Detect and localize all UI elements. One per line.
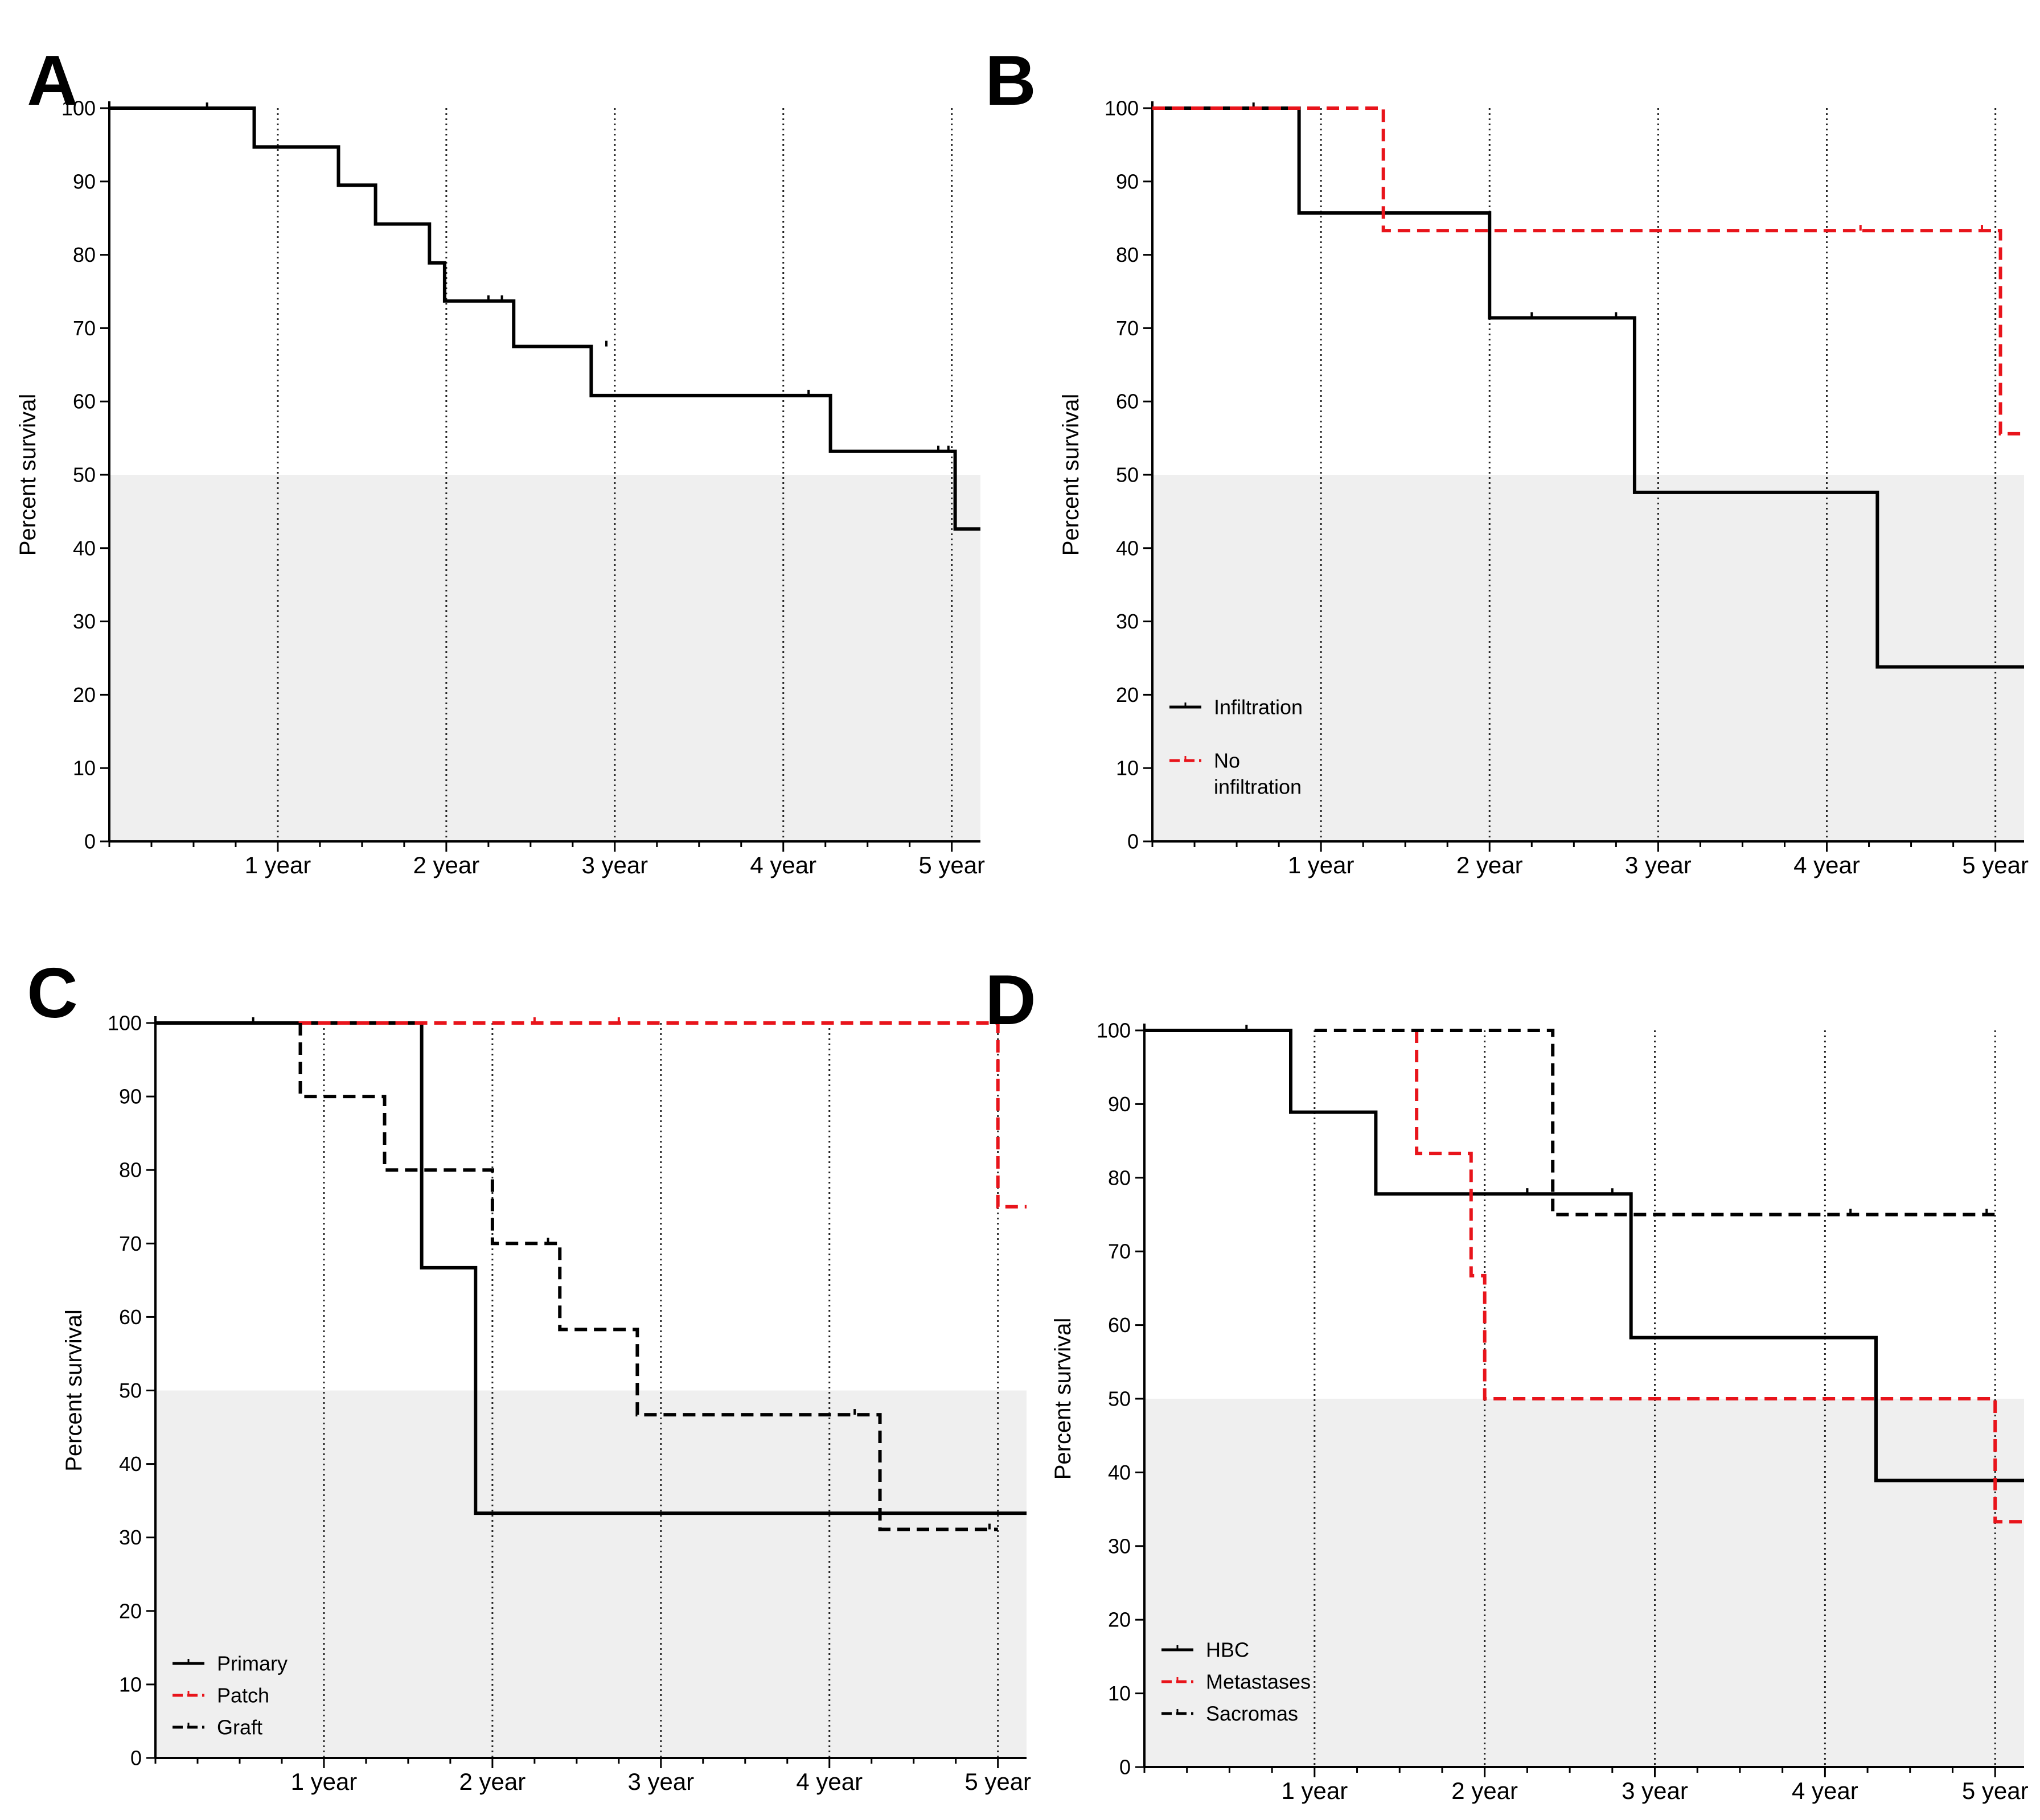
x-tick-label: 2 year <box>1451 1777 1518 1804</box>
y-tick-label: 90 <box>1116 170 1139 193</box>
y-tick-label: 60 <box>1108 1313 1131 1337</box>
y-tick-label: 10 <box>1108 1682 1131 1705</box>
y-tick-label: 20 <box>119 1599 142 1622</box>
x-tick-label: 3 year <box>627 1768 694 1795</box>
y-tick-label: 40 <box>1108 1461 1131 1484</box>
x-tick-label: 1 year <box>291 1768 358 1795</box>
x-tick-label: 1 year <box>1288 852 1354 878</box>
y-tick-label: 80 <box>1116 243 1139 266</box>
y-tick-label: 100 <box>108 1012 142 1035</box>
x-tick-label: 4 year <box>1793 852 1860 878</box>
y-tick-label: 70 <box>1108 1240 1131 1263</box>
panel-b: B 0 10 20 30 40 50 60 70 80 90 100 1 year 2 year 3 yea… <box>985 42 2029 878</box>
y-tick-label: 80 <box>1108 1166 1131 1189</box>
series-line-overall <box>109 106 980 531</box>
y-tick-label: 100 <box>1105 97 1139 120</box>
y-tick-label: 50 <box>73 463 96 487</box>
series-line-graft <box>298 1023 998 1531</box>
x-tick-label: 2 year <box>413 852 480 878</box>
y-tick-label: 60 <box>73 390 96 413</box>
x-tick-label: 2 year <box>459 1768 526 1795</box>
legend-label: Primary <box>217 1652 288 1675</box>
legend-label: Infiltration <box>1214 696 1303 719</box>
y-tick-label: 40 <box>1116 536 1139 560</box>
y-tick-label: 40 <box>73 536 96 560</box>
y-tick-label: 70 <box>1116 317 1139 340</box>
x-tick-label: 5 year <box>1962 852 2029 878</box>
panel-letter: C <box>27 954 78 1033</box>
y-tick-label: 40 <box>119 1452 142 1476</box>
panel-d: D 0 10 20 30 40 50 60 70 80 90 100 1 year 2 year 3 yea… <box>985 961 2028 1804</box>
y-tick-label: 30 <box>1108 1534 1131 1558</box>
x-tick-label: 5 year <box>964 1768 1031 1795</box>
y-tick-label: 50 <box>119 1379 142 1402</box>
y-tick-label: 80 <box>73 243 96 266</box>
legend-label: Sacromas <box>1206 1702 1298 1725</box>
y-tick-label: 70 <box>73 317 96 340</box>
y-axis-title: Percent survival <box>61 1309 87 1472</box>
y-tick-label: 0 <box>84 830 96 853</box>
y-tick-label: 80 <box>119 1158 142 1182</box>
y-tick-label: 30 <box>119 1526 142 1549</box>
y-tick-label: 0 <box>1127 830 1139 853</box>
series-line-patch <box>298 1021 1027 1209</box>
series-line-sacromas <box>1314 1029 1996 1217</box>
x-tick-label: 2 year <box>1456 852 1523 878</box>
legend-label: Graft <box>217 1716 262 1739</box>
y-tick-label: 100 <box>1097 1019 1131 1042</box>
legend: Primary Patch Graft <box>173 1652 288 1739</box>
x-tick-label: 3 year <box>581 852 648 878</box>
panel-letter: D <box>985 961 1036 1040</box>
legend-label: Metastases <box>1206 1670 1311 1694</box>
panel-letter: A <box>27 42 78 120</box>
series-line-infiltration <box>1152 106 2024 669</box>
y-tick-label: 10 <box>1116 757 1139 780</box>
legend-label: infiltration <box>1214 775 1302 799</box>
legend-label: HBC <box>1206 1638 1249 1662</box>
y-tick-label: 20 <box>1108 1608 1131 1632</box>
y-tick-label: 0 <box>130 1747 142 1770</box>
x-tick-label: 4 year <box>750 852 816 878</box>
y-tick-label: 0 <box>1119 1756 1131 1779</box>
x-tick-label: 4 year <box>796 1768 863 1795</box>
panel-letter: B <box>985 42 1036 120</box>
x-tick-label: 5 year <box>1962 1777 2029 1804</box>
y-axis-title: Percent survival <box>1050 1318 1076 1480</box>
x-tick-label: 4 year <box>1792 1777 1858 1804</box>
y-tick-label: 30 <box>73 610 96 633</box>
median-shade-region <box>109 475 980 841</box>
y-tick-label: 60 <box>1116 390 1139 413</box>
panel-a: A 0 10 20 30 40 50 60 70 80 90 100 1 year 2 year 3 yea… <box>15 42 985 878</box>
y-tick-label: 90 <box>119 1085 142 1108</box>
panel-c: C 0 10 20 30 40 50 60 70 80 90 100 1 year 2 year 3 yea… <box>27 954 1031 1795</box>
y-axis-title: Percent survival <box>1058 394 1083 556</box>
legend: HBC Metastases Sacromas <box>1161 1638 1311 1725</box>
y-tick-label: 10 <box>73 757 96 780</box>
y-tick-label: 60 <box>119 1305 142 1329</box>
x-tick-label: 3 year <box>1625 852 1692 878</box>
y-axis-title: Percent survival <box>15 394 40 556</box>
y-tick-label: 100 <box>61 97 96 120</box>
y-tick-label: 20 <box>73 683 96 706</box>
y-tick-label: 90 <box>1108 1092 1131 1116</box>
series-line-hbc <box>1144 1029 2024 1482</box>
series-line-metastases <box>1415 1030 2024 1524</box>
y-tick-label: 50 <box>1108 1387 1131 1411</box>
legend-label: No <box>1214 749 1240 773</box>
legend-label: Patch <box>217 1684 269 1707</box>
y-tick-label: 10 <box>119 1673 142 1696</box>
y-tick-label: 50 <box>1116 463 1139 487</box>
x-tick-label: 1 year <box>1281 1777 1348 1804</box>
median-shade-region <box>155 1390 1027 1758</box>
series-line-no-infiltration <box>1152 106 2024 436</box>
y-tick-label: 70 <box>119 1232 142 1255</box>
y-tick-label: 30 <box>1116 610 1139 633</box>
x-tick-label: 3 year <box>1622 1777 1688 1804</box>
y-tick-label: 90 <box>73 170 96 193</box>
y-tick-label: 20 <box>1116 683 1139 706</box>
x-tick-label: 5 year <box>918 852 985 878</box>
x-tick-label: 1 year <box>245 852 311 878</box>
